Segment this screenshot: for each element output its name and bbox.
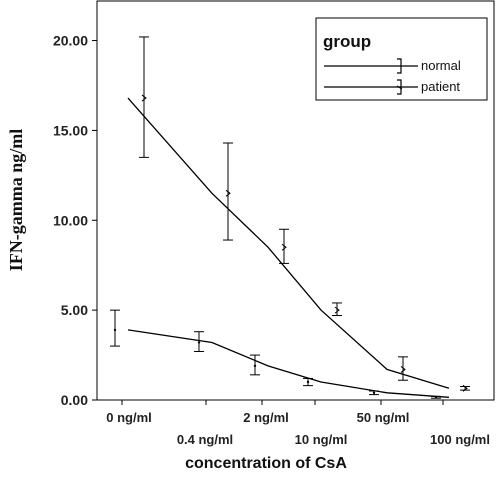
x-tick-label: 0 ng/ml [106, 410, 152, 425]
legend-label-normal: normal [421, 58, 461, 73]
data-point-patient [400, 366, 406, 373]
legend-errorbar-normal [397, 58, 402, 74]
legend-title: group [323, 32, 371, 51]
x-tick-label: 10 ng/ml [295, 432, 348, 447]
series-patient [127, 36, 470, 392]
legend-marker-patient [396, 79, 403, 95]
series-layer [110, 36, 470, 399]
data-point-normal [197, 341, 201, 344]
x-tick-label: 2 ng/ml [243, 410, 289, 425]
legend-label-patient: patient [421, 79, 460, 94]
y-axis: 0.00 5.00 10.00 15.00 20.00 [53, 33, 97, 408]
series-line-normal [127, 329, 450, 398]
data-point-patient [225, 189, 231, 197]
y-tick-label: 20.00 [53, 33, 88, 49]
data-point-normal [434, 396, 438, 399]
data-point-normal [113, 328, 117, 332]
data-point-normal [372, 391, 376, 395]
x-axis: 0 ng/ml 0.4 ng/ml 2 ng/ml 10 ng/ml 50 ng/ml 1… [106, 400, 490, 447]
x-tick-label: 0.4 ng/ml [177, 432, 233, 447]
data-point-patient [462, 384, 468, 392]
y-tick-label: 5.00 [61, 302, 88, 318]
series-line-patient [127, 97, 450, 389]
data-point-normal [306, 380, 310, 384]
data-point-patient [281, 243, 287, 251]
x-tick-label: 50 ng/ml [357, 410, 410, 425]
series-normal [110, 309, 450, 399]
y-axis-title: IFN-gamma ng/ml [6, 129, 26, 272]
y-tick-label: 10.00 [53, 212, 88, 228]
legend: group normal patient [315, 17, 488, 101]
data-point-patient [141, 94, 147, 102]
y-tick-label: 15.00 [53, 122, 88, 138]
x-tick-label: 100 ng/ml [430, 432, 490, 447]
data-point-normal [253, 364, 257, 368]
y-tick-label: 0.00 [61, 392, 88, 408]
x-axis-title: concentration of CsA [185, 455, 347, 472]
data-point-patient [334, 306, 340, 314]
